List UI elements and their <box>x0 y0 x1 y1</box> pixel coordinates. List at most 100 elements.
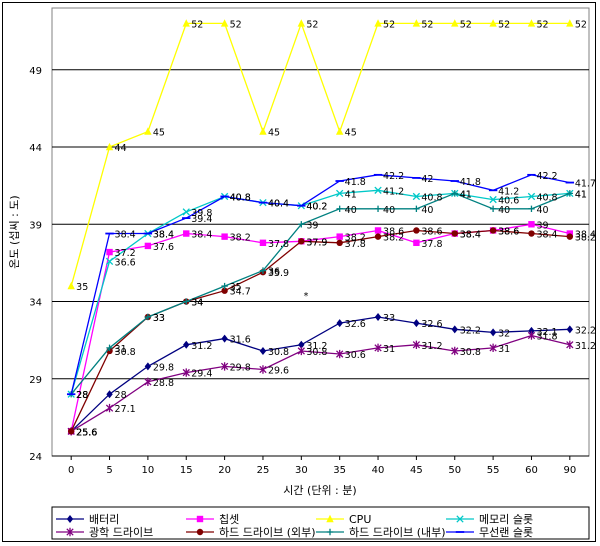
data-point <box>489 19 497 27</box>
data-point <box>259 267 267 274</box>
data-label: 28 <box>115 390 127 401</box>
data-point <box>220 362 229 371</box>
data-label: 38.4 <box>460 230 481 241</box>
data-label: 29.8 <box>153 362 174 373</box>
data-point <box>528 230 535 237</box>
data-label: 25.6 <box>76 427 97 438</box>
data-label: 41 <box>345 189 357 200</box>
legend-label: 배터리 <box>89 513 119 526</box>
plot-area <box>51 7 590 457</box>
y-tick-label: 49 <box>29 66 42 77</box>
y-tick-label: 24 <box>29 452 42 463</box>
data-point <box>374 19 382 27</box>
data-label: 32.1 <box>536 327 557 338</box>
legend-marker <box>196 515 204 523</box>
y-tick-label: 39 <box>29 220 42 231</box>
annotation-text: * <box>304 291 309 302</box>
data-label: 31 <box>498 344 510 355</box>
data-point <box>105 257 114 266</box>
data-label: 41.8 <box>460 177 481 188</box>
data-point <box>451 190 458 197</box>
data-point <box>412 19 421 27</box>
data-label: 37.2 <box>115 248 136 259</box>
y-tick-label: 34 <box>29 298 42 309</box>
data-label: 40.8 <box>230 192 251 203</box>
data-label: 31.2 <box>575 341 596 352</box>
data-label: 29.8 <box>230 362 251 373</box>
data-label: 39 <box>306 220 318 231</box>
series-lines <box>66 19 575 436</box>
data-point <box>221 334 228 343</box>
x-tick-labels: 0 5 10 15 20 25 30 35 40 45 50 55 60 90 <box>68 456 576 476</box>
data-label: 52 <box>191 19 203 30</box>
data-label: 38.6 <box>498 226 519 237</box>
data-point <box>413 319 420 328</box>
data-label: 45 <box>345 128 357 139</box>
data-label: 32 <box>498 328 510 339</box>
y-tick-label: 44 <box>29 143 42 154</box>
data-label: 33 <box>383 313 395 324</box>
data-label: 38.4 <box>460 230 481 241</box>
data-label: 37.8 <box>268 239 289 250</box>
data-label: 31.8 <box>536 332 557 343</box>
data-label: 38.6 <box>498 226 519 237</box>
data-point <box>105 403 114 413</box>
data-point <box>489 195 497 204</box>
data-label: 40 <box>421 205 433 216</box>
data-label: 38.4 <box>575 230 596 241</box>
data-label: 30.8 <box>268 347 289 358</box>
data-point <box>259 365 267 374</box>
data-point <box>451 346 459 356</box>
data-point <box>566 325 574 334</box>
series-line <box>70 192 571 395</box>
data-label: 52 <box>460 19 472 30</box>
data-point <box>182 19 190 27</box>
data-point <box>528 221 535 228</box>
data-point <box>336 189 344 198</box>
legend-item: 메모리 슬롯 <box>446 513 533 526</box>
data-label: 38.4 <box>191 230 212 241</box>
data-label: 40.4 <box>268 199 289 210</box>
data-label: 34.7 <box>230 287 251 298</box>
data-label: 37.9 <box>306 237 327 248</box>
data-label: 38.4 <box>153 230 174 241</box>
data-label: 38.2 <box>345 233 366 244</box>
legend-item: 하드 드라이브 (내부) <box>316 525 446 539</box>
data-label: 36 <box>268 267 280 278</box>
data-label: 32.2 <box>575 325 596 336</box>
data-point <box>335 127 344 135</box>
data-label: 31.2 <box>191 341 212 352</box>
legend-marker <box>66 515 74 523</box>
x-tick-label: 40 <box>372 465 385 476</box>
data-label: 28.8 <box>153 378 174 389</box>
x-tick-label: 20 <box>218 465 231 476</box>
data-label: 28 <box>76 390 88 401</box>
data-label: 25.6 <box>76 427 97 438</box>
legend-label: 칩셋 <box>219 513 239 526</box>
data-labels: 25.62829.831.231.630.831.232.63332.632.2… <box>76 19 596 438</box>
x-axis-title: 시간 (단위 : 분) <box>283 484 356 497</box>
x-tick-label: 0 <box>68 465 74 476</box>
data-label: 41.2 <box>498 186 519 197</box>
data-point <box>413 227 420 234</box>
grid-lines <box>52 69 589 457</box>
data-label: 52 <box>536 19 548 30</box>
data-label: 41 <box>460 189 472 200</box>
data-label: 40 <box>383 205 395 216</box>
data-label: 30.8 <box>460 347 481 358</box>
data-label: 42.2 <box>536 171 557 182</box>
data-label: 38.2 <box>230 233 251 244</box>
data-label: 28 <box>76 390 88 401</box>
x-tick-label: 50 <box>448 465 461 476</box>
data-point <box>259 239 267 247</box>
data-point <box>336 239 343 247</box>
data-label: 36.6 <box>115 257 136 268</box>
legend-box <box>51 506 590 540</box>
series-7 <box>66 173 575 396</box>
data-label: 41 <box>575 189 587 200</box>
data-label: 29.6 <box>268 365 289 376</box>
data-label: 38.4 <box>153 230 174 241</box>
data-label: 41 <box>575 189 587 200</box>
data-point <box>259 127 267 135</box>
data-point <box>451 325 458 334</box>
